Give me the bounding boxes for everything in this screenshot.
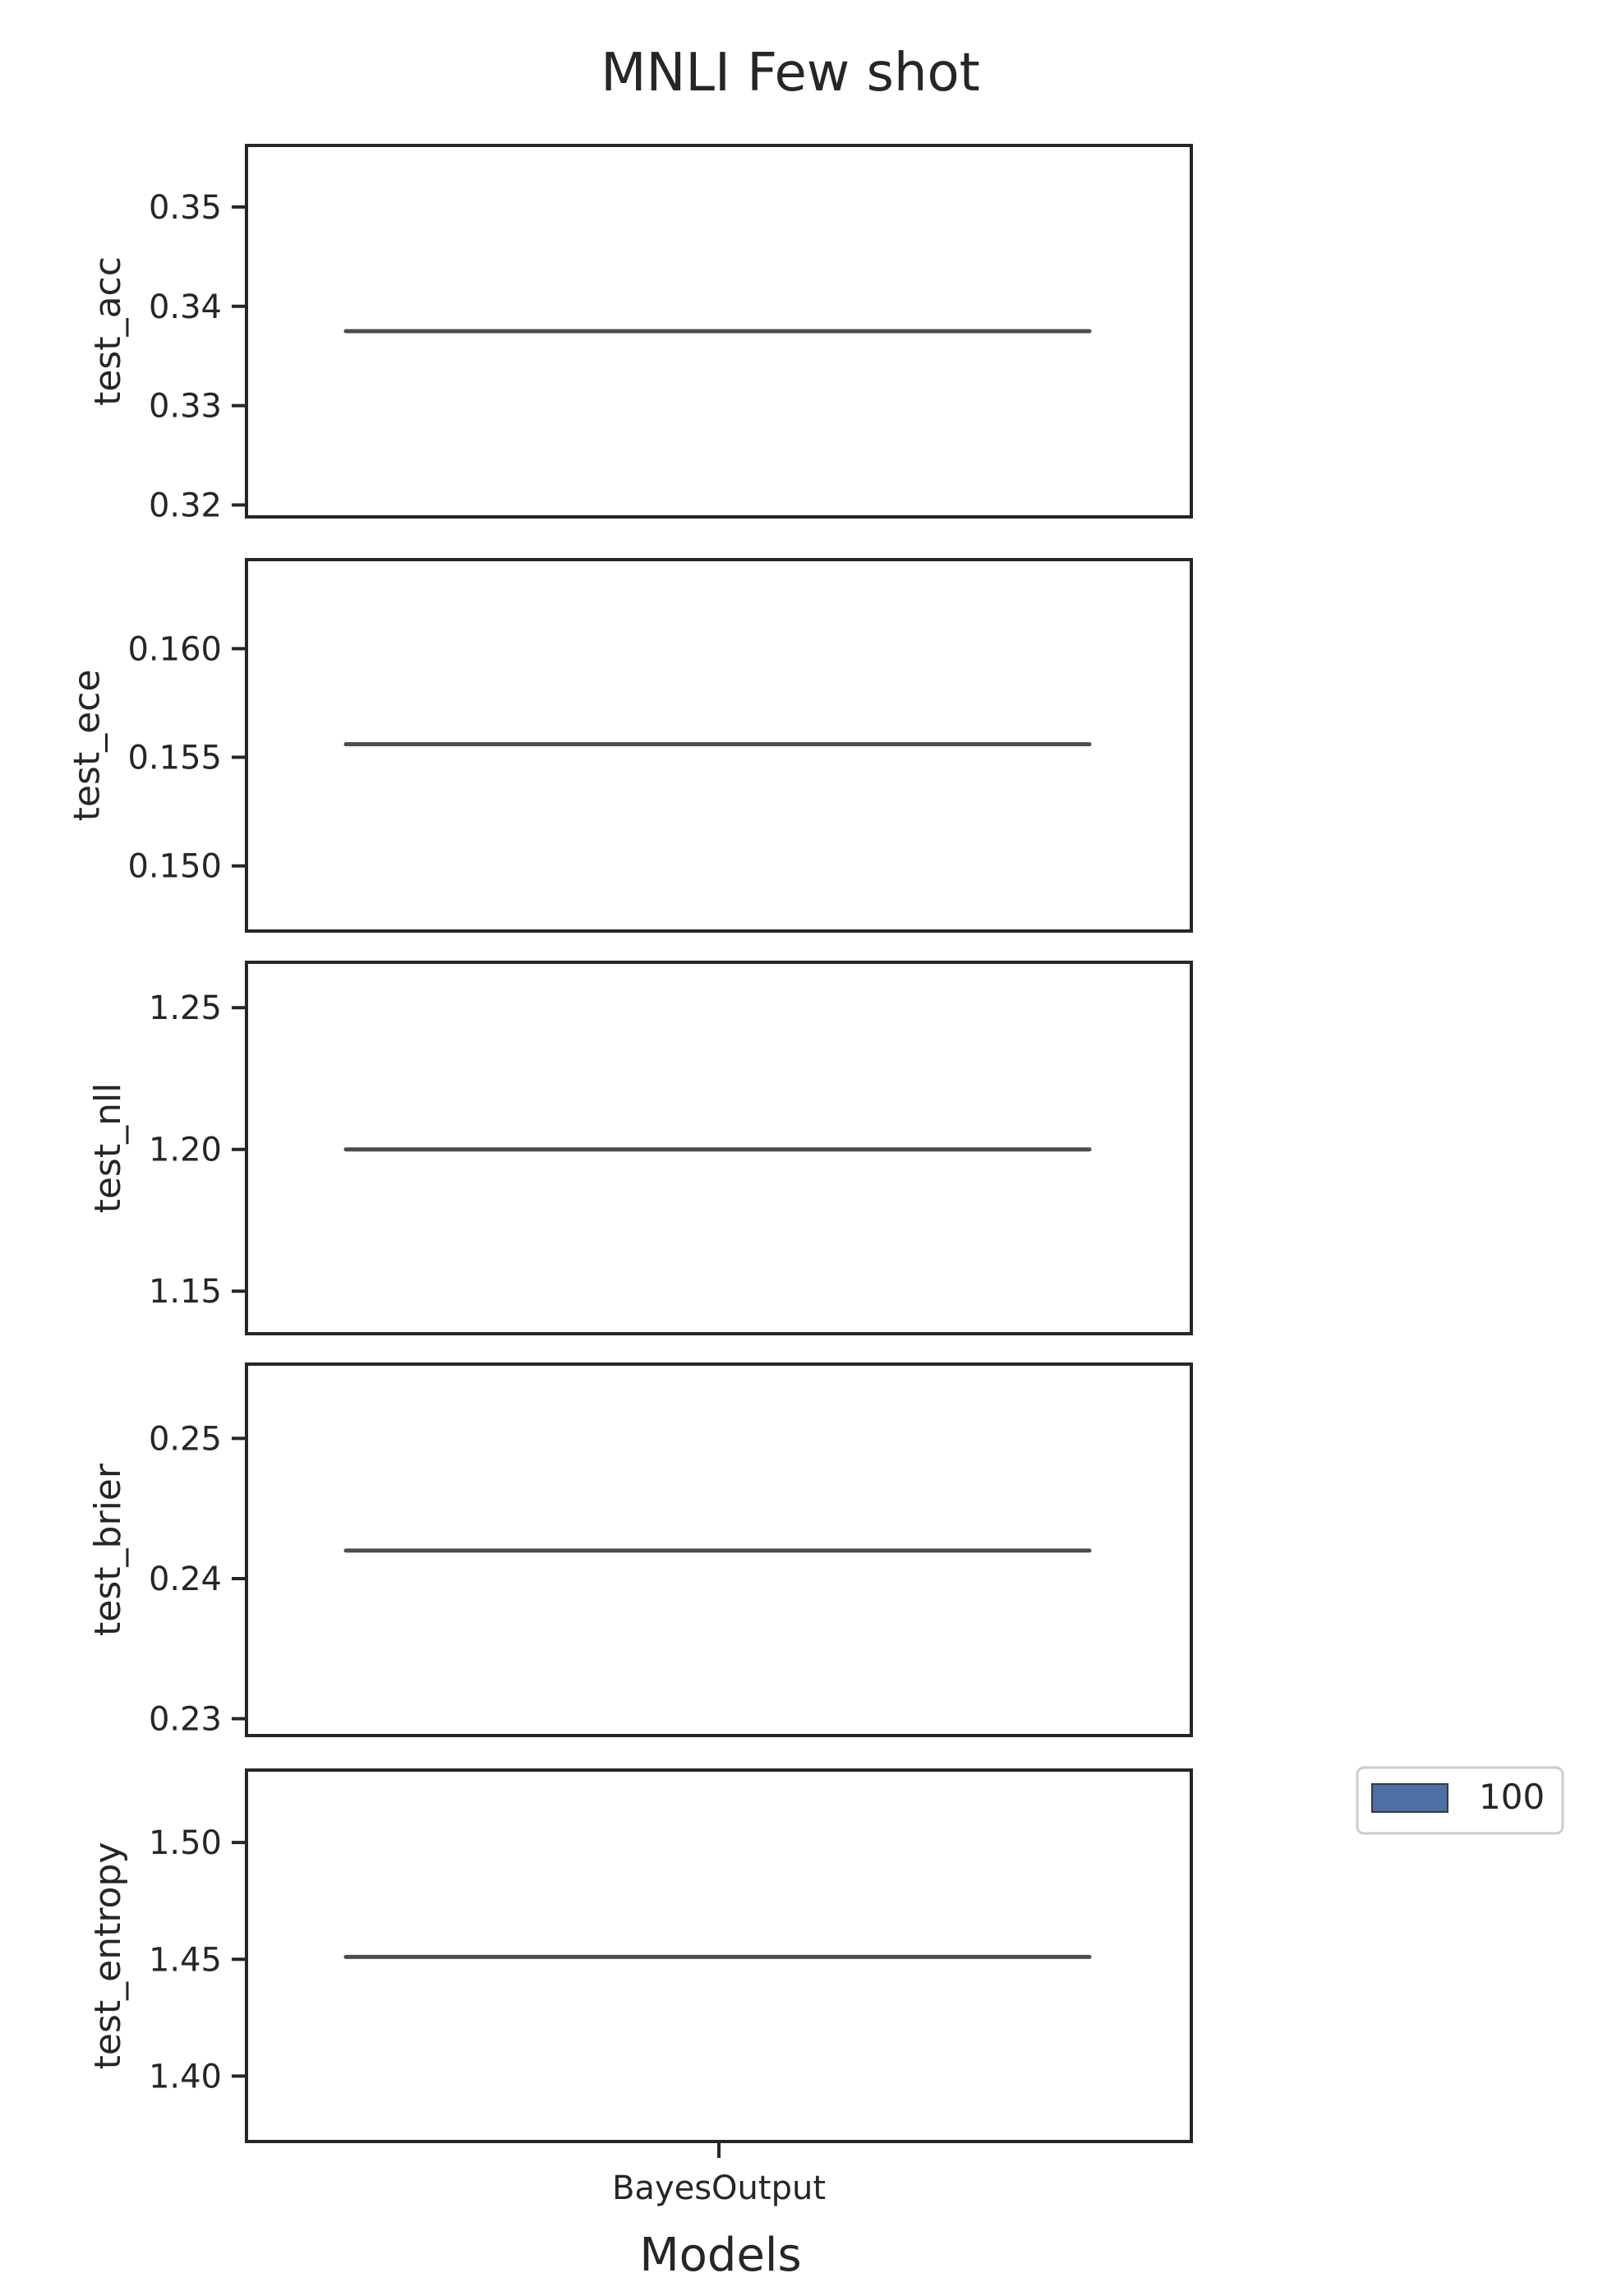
y-tick-label: 1.20	[149, 1132, 222, 1169]
panel-frame	[245, 558, 1193, 933]
y-tick-label: 1.15	[149, 1273, 222, 1311]
y-tick-label: 0.35	[149, 189, 222, 227]
panel-test_entropy: 1.40 1.45 1.50 test_entropy	[87, 1768, 1193, 2143]
y-tick-label: 0.23	[149, 1701, 222, 1739]
y-axis-label: test_nll	[87, 1083, 129, 1214]
y-tick-label: 0.24	[149, 1561, 222, 1598]
y-tick-label: 0.33	[149, 388, 222, 426]
legend: 100	[1356, 1766, 1564, 1835]
y-axis-label: test_entropy	[87, 1842, 129, 2070]
y-tick-label: 0.160	[127, 630, 222, 668]
y-tick-label: 0.32	[149, 486, 222, 524]
y-axis-label: test_acc	[87, 256, 129, 406]
y-axis-label: test_ece	[67, 670, 108, 822]
legend-swatch	[1371, 1783, 1448, 1813]
panels: 0.32 0.33 0.34 0.35 test_acc 0.150 0.155 0.160 t…	[67, 144, 1193, 2143]
y-tick-label: 0.150	[127, 848, 222, 886]
panel-frame	[245, 1362, 1193, 1737]
x-axis-label: Models	[639, 2229, 801, 2282]
panel-test_ece: 0.150 0.155 0.160 test_ece	[67, 558, 1193, 933]
x-tick-label: BayesOutput	[612, 2169, 826, 2207]
y-tick-label: 0.34	[149, 288, 222, 326]
panel-frame	[245, 144, 1193, 519]
x-axis: BayesOutput	[612, 2142, 826, 2207]
y-tick-label: 0.155	[127, 740, 222, 777]
legend-label: 100	[1479, 1777, 1545, 1817]
y-tick-label: 1.45	[149, 1941, 222, 1979]
y-axis-label: test_brier	[87, 1463, 129, 1636]
panel-test_acc: 0.32 0.33 0.34 0.35 test_acc	[87, 144, 1193, 524]
chart-title: MNLI Few shot	[601, 43, 980, 104]
y-tick-label: 1.50	[149, 1824, 222, 1862]
y-tick-label: 1.40	[149, 2058, 222, 2095]
panel-test_nll: 1.15 1.20 1.25 test_nll	[87, 961, 1193, 1335]
y-tick-label: 1.25	[149, 989, 222, 1027]
panel-test_brier: 0.23 0.24 0.25 test_brier	[87, 1362, 1193, 1739]
y-tick-label: 0.25	[149, 1420, 222, 1458]
